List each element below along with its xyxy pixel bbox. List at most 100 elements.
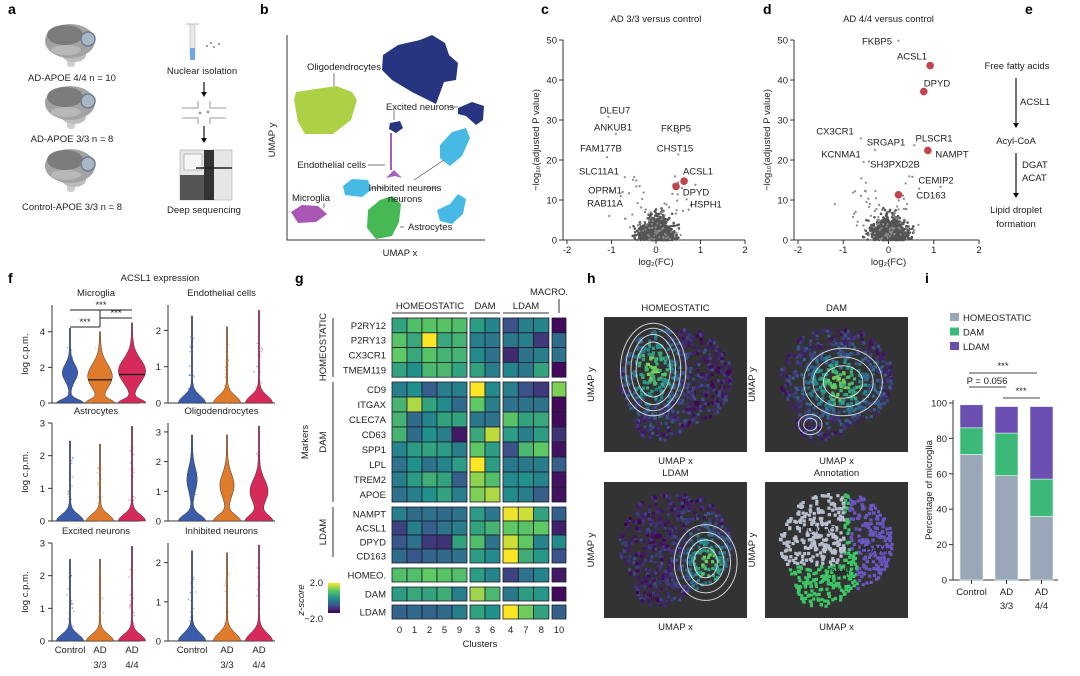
- cell-point: [660, 382, 664, 387]
- jitter-point: [98, 381, 101, 383]
- jitter-point: [256, 518, 258, 520]
- gene-point: [673, 175, 677, 178]
- heatmap-cell: [533, 456, 550, 473]
- jitter-point: [131, 355, 134, 357]
- jitter-point: [69, 518, 71, 520]
- jitter-point: [192, 391, 194, 393]
- jitter-point: [71, 485, 73, 487]
- gene-label: SLC11A1: [579, 167, 619, 178]
- cell-point: [728, 370, 732, 374]
- cell-point: [699, 372, 703, 376]
- heatmap-cell: [436, 381, 453, 398]
- jitter-point: [69, 343, 71, 345]
- gene-point: [909, 237, 913, 241]
- jitter-point: [130, 519, 133, 521]
- cell-point: [885, 362, 889, 366]
- jitter-point: [130, 620, 132, 623]
- jitter-point: [68, 478, 71, 480]
- gene-point: [901, 222, 905, 226]
- group-label: Control: [177, 645, 208, 656]
- gene-point: [654, 226, 657, 229]
- jitter-point: [67, 640, 69, 642]
- cell-point: [819, 437, 824, 441]
- heatmap-cell: [406, 332, 423, 348]
- cell-point: [643, 410, 647, 414]
- heatmap-cell: [406, 411, 423, 428]
- heatmap-cell: [517, 441, 534, 458]
- cluster-label: 0: [397, 625, 402, 636]
- cell-point: [850, 338, 854, 342]
- cluster-label: Inhibited neurons: [369, 183, 442, 194]
- heatmap-cell: [436, 396, 453, 413]
- jitter-point: [195, 493, 197, 496]
- cell-point: [642, 419, 646, 423]
- violin: [212, 434, 242, 522]
- cell-point: [679, 350, 684, 354]
- gene-point: [886, 223, 889, 226]
- jitter-point: [225, 633, 228, 635]
- cluster-label: Excited neurons: [386, 102, 454, 113]
- gene-point-dpyd: [672, 182, 680, 191]
- jitter-point: [71, 402, 73, 404]
- heatmap-cell: [484, 520, 501, 536]
- jitter-point: [224, 495, 226, 497]
- heatmap-cell: [406, 471, 423, 488]
- jitter-point: [100, 632, 103, 634]
- heatmap-cell: [469, 441, 486, 458]
- cell-point: [677, 432, 682, 436]
- cell-point: [706, 346, 711, 350]
- gene-point: [671, 224, 675, 228]
- jitter-point: [129, 382, 132, 384]
- jitter-point: [256, 365, 258, 368]
- heatmap-cell: [436, 548, 453, 564]
- jitter-point: [226, 620, 228, 622]
- jitter-point: [97, 519, 99, 522]
- x-axis-label: Clusters: [463, 639, 498, 650]
- gene-point: [660, 211, 663, 214]
- gene-point: [654, 208, 658, 211]
- jitter-point: [129, 395, 132, 398]
- y-tick-label: 1: [156, 597, 161, 608]
- cell-point: [655, 368, 659, 372]
- jitter-point: [191, 363, 193, 365]
- jitter-point: [128, 576, 130, 578]
- cell-point: [681, 378, 685, 382]
- cell-point: [659, 358, 663, 362]
- gene-point: [675, 209, 678, 212]
- jitter-point: [225, 590, 227, 592]
- jitter-point: [129, 632, 131, 634]
- cell-point: [704, 393, 708, 398]
- subplot-title: HOMEOSTATIC: [641, 303, 709, 314]
- chart-title: AD 4/4 versus control: [843, 14, 934, 25]
- jitter-point: [190, 599, 192, 602]
- gene-point: [679, 233, 682, 237]
- x-tick-label: 0: [886, 245, 891, 256]
- gene-point: [875, 197, 878, 200]
- heatmap-cell: [436, 586, 453, 602]
- jitter-point: [131, 633, 134, 635]
- jitter-point: [193, 397, 195, 399]
- jitter-point: [256, 588, 259, 591]
- gene-label: CD163: [916, 191, 946, 202]
- cell-point: [692, 336, 696, 340]
- jitter-point: [258, 619, 260, 621]
- jitter-point: [96, 510, 98, 512]
- cell-point: [670, 359, 674, 363]
- product-label: Lipid droplet: [990, 205, 1042, 216]
- cell-point: [720, 352, 724, 357]
- y-tick-label: 50: [546, 36, 557, 47]
- jitter-point: [131, 448, 134, 450]
- row-label: APOE: [360, 490, 386, 501]
- heatmap-cell: [391, 411, 408, 428]
- gene-point: [878, 228, 881, 232]
- gene-point: [896, 231, 899, 235]
- microfluidic-chip-icon: [182, 101, 226, 124]
- jitter-point: [256, 567, 258, 569]
- axes: [51, 543, 140, 642]
- gene-point: [892, 228, 895, 231]
- cell-point: [789, 389, 793, 393]
- heatmap-cell: [406, 456, 423, 473]
- gene-point: [631, 234, 635, 238]
- heatmap-cell: [517, 317, 534, 334]
- gene-point: [680, 186, 684, 190]
